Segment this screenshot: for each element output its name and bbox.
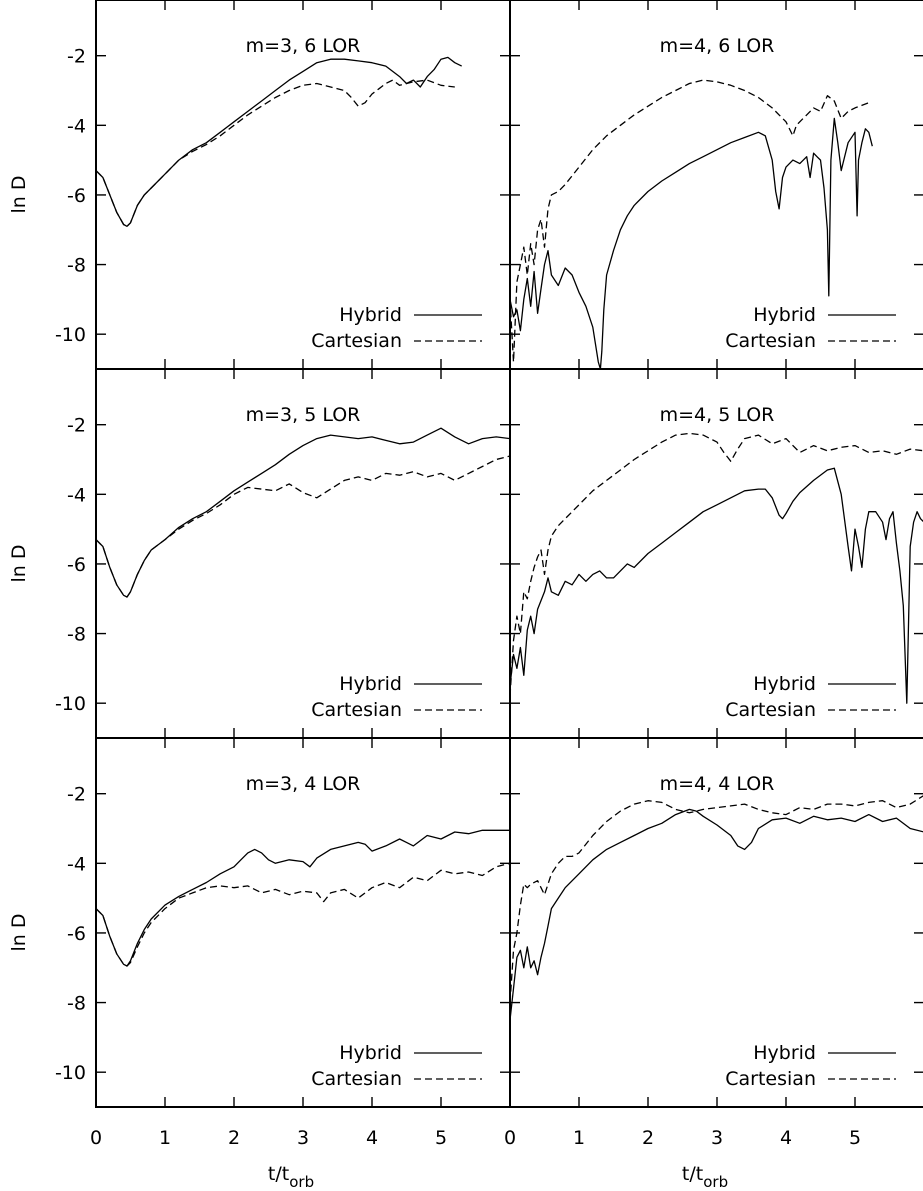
y-axis-label: ln D xyxy=(8,914,30,952)
y-axis-label: ln D xyxy=(8,176,30,214)
x-tick-label: 3 xyxy=(297,1127,309,1149)
panels-group: m=3, 6 LOR Hybrid Cartesian m=4, 6 LOR Hybri… xyxy=(95,0,923,1107)
panel-title: m=3, 4 LOR xyxy=(246,773,361,795)
panel-3: m=3, 5 LOR Hybrid Cartesian xyxy=(95,369,510,738)
x-tick-label: 1 xyxy=(159,1127,171,1149)
y-tick-label: -4 xyxy=(67,853,86,875)
legend-label-hybrid: Hybrid xyxy=(339,304,402,326)
x-tick-label: 3 xyxy=(711,1127,723,1149)
y-tick-label: -2 xyxy=(67,784,86,806)
legend-label-cartesian: Cartesian xyxy=(311,1068,402,1090)
y-tick-label: -6 xyxy=(67,554,86,576)
panel-frame xyxy=(509,737,923,1108)
series-line-hybrid xyxy=(510,467,923,704)
legend-label-hybrid: Hybrid xyxy=(753,1042,816,1064)
panel-4: m=4, 5 LOR Hybrid Cartesian xyxy=(509,369,923,738)
legend-label-cartesian: Cartesian xyxy=(725,1068,816,1090)
y-tick-label: -2 xyxy=(67,46,86,68)
y-tick-label: -6 xyxy=(67,185,86,207)
series-line-cartesian xyxy=(510,795,923,1003)
series-line-cartesian xyxy=(510,432,923,697)
series-line-hybrid xyxy=(510,117,873,369)
legend-label-cartesian: Cartesian xyxy=(311,699,402,721)
y-tick-label: -6 xyxy=(67,923,86,945)
x-tick-label: 5 xyxy=(849,1127,861,1149)
series-line-hybrid xyxy=(96,427,510,598)
legend-label-cartesian: Cartesian xyxy=(725,699,816,721)
x-tick-label: 4 xyxy=(780,1127,792,1149)
x-tick-label: 0 xyxy=(504,1127,516,1149)
y-tick-label: -10 xyxy=(55,324,86,346)
series-line-cartesian xyxy=(96,862,510,967)
panel-5: m=3, 4 LOR Hybrid Cartesian xyxy=(95,738,510,1107)
y-tick-label: -4 xyxy=(67,115,86,137)
panel-title: m=4, 5 LOR xyxy=(660,404,775,426)
y-tick-label: -8 xyxy=(67,993,86,1015)
y-tick-label: -4 xyxy=(67,484,86,506)
legend-label-cartesian: Cartesian xyxy=(725,330,816,352)
x-tick-label: 1 xyxy=(573,1127,585,1149)
panel-title: m=3, 6 LOR xyxy=(246,35,361,57)
series-line-cartesian xyxy=(96,455,510,598)
panel-2: m=4, 6 LOR Hybrid Cartesian xyxy=(509,0,923,369)
panel-frames xyxy=(95,0,923,1108)
x-tick-label: 5 xyxy=(435,1127,447,1149)
y-axis-label: ln D xyxy=(8,545,30,583)
legend-label-cartesian: Cartesian xyxy=(311,330,402,352)
series-line-hybrid xyxy=(510,808,923,1021)
legend-label-hybrid: Hybrid xyxy=(753,304,816,326)
panel-title: m=4, 4 LOR xyxy=(660,773,775,795)
x-axis-label: t/torb xyxy=(682,1163,728,1191)
legend-label-hybrid: Hybrid xyxy=(339,673,402,695)
y-tick-label: -8 xyxy=(67,624,86,646)
panel-title: m=4, 6 LOR xyxy=(660,35,775,57)
panel-6: m=4, 4 LOR Hybrid Cartesian xyxy=(509,738,923,1107)
x-tick-label: 2 xyxy=(228,1127,240,1149)
legend-label-hybrid: Hybrid xyxy=(339,1042,402,1064)
axis-labels-group: -2 -4 -6 -8 -10 ln D -2 -4 -6 -8 -10 ln D -2 -4 -6 -8 -1… xyxy=(8,46,861,1191)
panel-1: m=3, 6 LOR Hybrid Cartesian xyxy=(95,0,510,369)
panel-title: m=3, 5 LOR xyxy=(246,404,361,426)
y-tick-label: -10 xyxy=(55,693,86,715)
x-tick-label: 2 xyxy=(642,1127,654,1149)
series-line-cartesian xyxy=(96,79,455,227)
series-line-cartesian xyxy=(510,79,870,363)
series-line-hybrid xyxy=(96,829,510,967)
x-axis-label: t/torb xyxy=(268,1163,314,1191)
x-tick-label: 0 xyxy=(90,1127,102,1149)
y-tick-label: -10 xyxy=(55,1062,86,1084)
y-tick-label: -2 xyxy=(67,415,86,437)
y-tick-label: -8 xyxy=(67,255,86,277)
series-line-hybrid xyxy=(96,56,462,227)
x-tick-label: 4 xyxy=(366,1127,378,1149)
legend-label-hybrid: Hybrid xyxy=(753,673,816,695)
